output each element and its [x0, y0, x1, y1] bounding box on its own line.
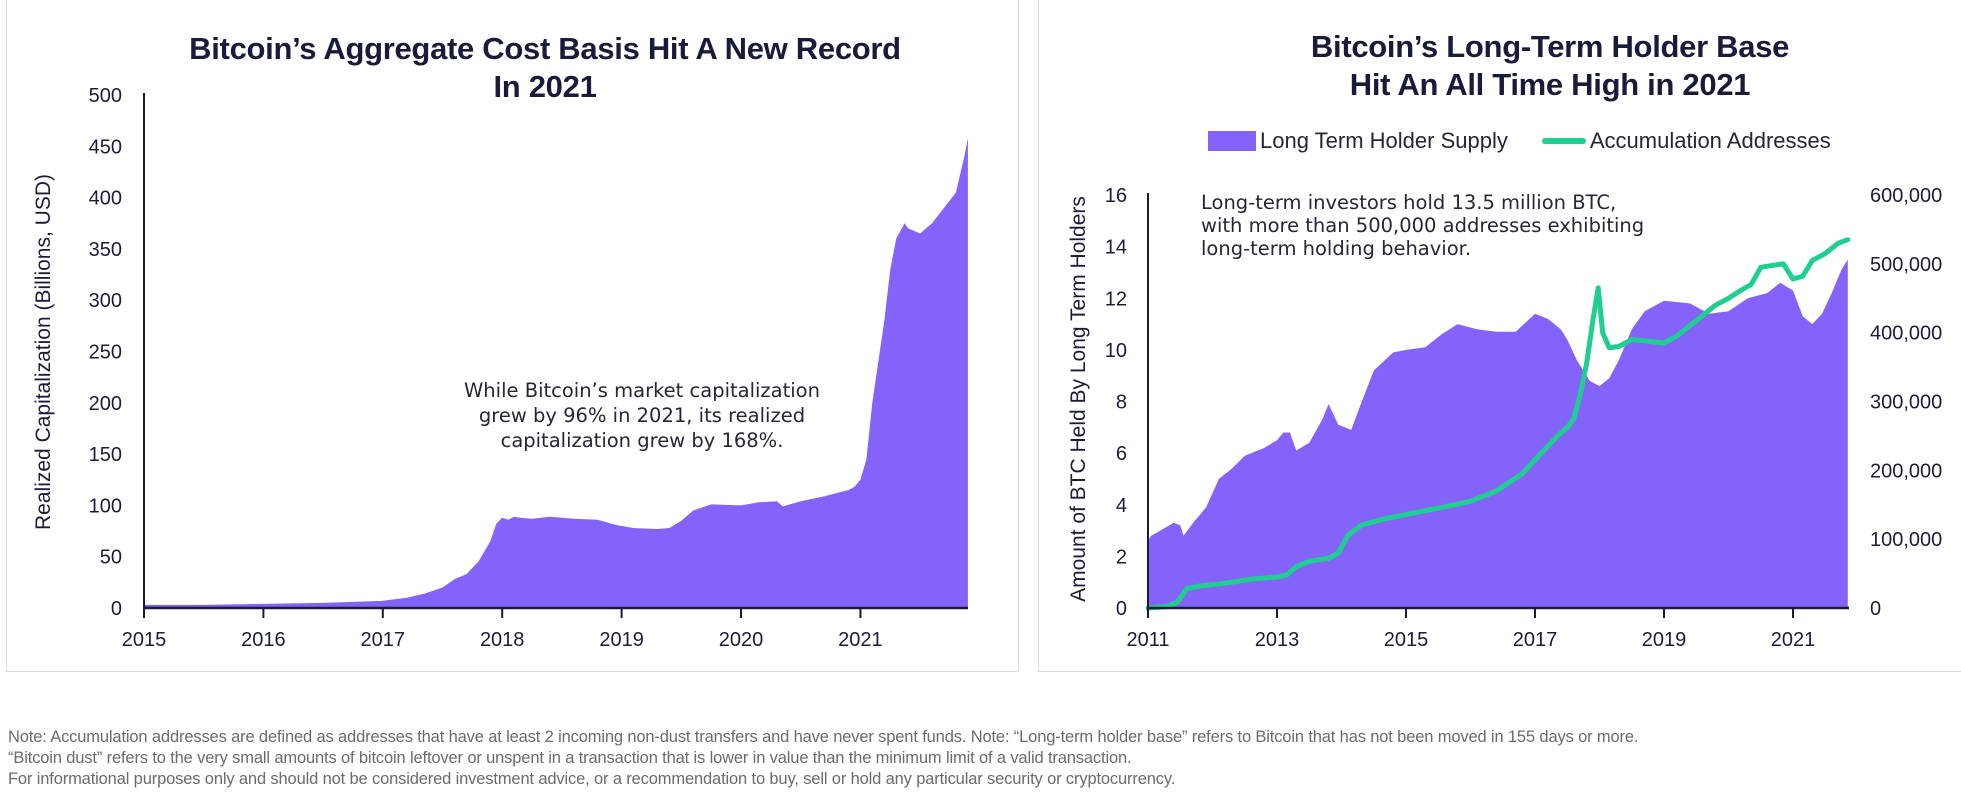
- right-right-y-tick-label: 300,000: [1870, 392, 1942, 414]
- legend-swatch-lth-supply: [1208, 131, 1256, 151]
- right-annotation-line: with more than 500,000 addresses exhibit…: [1201, 214, 1644, 237]
- legend-label-accumulation: Accumulation Addresses: [1589, 128, 1831, 153]
- right-left-y-tick-label: 6: [1116, 443, 1127, 465]
- left-chart-title-line-2: In 2021: [493, 69, 597, 104]
- right-chart-title-line-1: Bitcoin’s Long-Term Holder Base: [1310, 29, 1790, 64]
- left-annotation-line: While Bitcoin’s market capitalization: [464, 379, 820, 402]
- right-annotation-line: long-term holding behavior.: [1201, 237, 1471, 260]
- right-left-y-tick-label: 12: [1105, 288, 1127, 310]
- left-y-tick-label: 250: [89, 342, 122, 364]
- right-chart-title: Bitcoin’s Long-Term Holder Base Hit An A…: [1170, 28, 1930, 104]
- footer-notes: Note: Accumulation addresses are defined…: [8, 727, 1638, 790]
- left-y-tick-label: 450: [89, 136, 122, 158]
- left-chart-annotation: While Bitcoin’s market capitalizationgre…: [464, 379, 820, 452]
- left-x-tick-label: 2015: [122, 629, 167, 651]
- footer-note-2: “Bitcoin dust” refers to the very small …: [8, 749, 1132, 767]
- right-left-y-tick-label: 16: [1105, 185, 1127, 207]
- right-x-tick-label: 2013: [1255, 629, 1300, 651]
- footer-note-3: For informational purposes only and shou…: [8, 770, 1176, 788]
- right-left-y-tick-label: 4: [1116, 495, 1127, 517]
- right-right-y-tick-label: 500,000: [1870, 254, 1942, 276]
- left-y-tick-label: 150: [89, 444, 122, 466]
- legend-swatch-accumulation: [1541, 138, 1586, 144]
- left-x-tick-label: 2019: [599, 629, 644, 651]
- left-x-tick-label: 2018: [480, 629, 525, 651]
- left-x-tick-label: 2017: [361, 629, 406, 651]
- right-chart-legend: Long Term Holder Supply Accumulation Add…: [1208, 128, 1831, 154]
- left-chart-area-realized-cap: [144, 138, 968, 608]
- left-x-tick-label: 2020: [719, 629, 764, 651]
- left-chart-y-ticks: 0 50 100 150 200 250 300 350 400 450 500: [89, 85, 122, 620]
- right-left-y-tick-label: 10: [1105, 340, 1127, 362]
- left-chart-title: Bitcoin’s Aggregate Cost Basis Hit A New…: [150, 30, 940, 106]
- right-chart-x-ticks: 2011 2013 2015 2017 2019 2021: [1126, 608, 1815, 651]
- right-chart-area-lth-supply: [1148, 259, 1848, 608]
- right-right-y-tick-label: 600,000: [1870, 185, 1942, 207]
- left-chart-title-line-1: Bitcoin’s Aggregate Cost Basis Hit A New…: [189, 31, 901, 66]
- right-chart-annotation: Long-term investors hold 13.5 million BT…: [1201, 191, 1644, 260]
- left-y-tick-label: 350: [89, 239, 122, 261]
- right-chart-line-accumulation-addresses: [1145, 237, 1851, 611]
- right-right-y-tick-label: 0: [1870, 598, 1881, 620]
- left-y-tick-label: 300: [89, 290, 122, 312]
- right-x-tick-label: 2017: [1513, 629, 1558, 651]
- left-y-tick-label: 100: [89, 495, 122, 517]
- legend-label-lth-supply: Long Term Holder Supply: [1260, 128, 1508, 153]
- right-chart-title-line-2: Hit An All Time High in 2021: [1349, 67, 1751, 102]
- left-annotation-line: grew by 96% in 2021, its realized: [479, 404, 805, 427]
- right-left-y-tick-label: 2: [1116, 546, 1127, 568]
- right-x-tick-label: 2015: [1384, 629, 1429, 651]
- left-y-tick-label: 200: [89, 393, 122, 415]
- footer-note-1: Note: Accumulation addresses are defined…: [8, 728, 1639, 746]
- right-right-y-tick-label: 100,000: [1870, 529, 1942, 551]
- left-chart-y-axis-label: Realized Capitalization (Billions, USD): [32, 174, 55, 530]
- right-chart-right-y-ticks: 0 100,000 200,000 300,000 400,000 500,000 600,…: [1870, 185, 1942, 620]
- left-x-tick-label: 2021: [838, 629, 883, 651]
- left-x-tick-label: 2016: [241, 629, 286, 651]
- right-left-y-tick-label: 14: [1105, 237, 1127, 259]
- right-right-y-tick-label: 200,000: [1870, 460, 1942, 482]
- left-y-tick-label: 50: [100, 547, 122, 569]
- right-x-tick-label: 2011: [1126, 629, 1169, 651]
- left-y-tick-label: 400: [89, 188, 122, 210]
- right-x-tick-label: 2021: [1771, 629, 1816, 651]
- right-chart-left-y-ticks: 0 2 4 6 8 10 12 14 16: [1105, 185, 1127, 620]
- right-left-y-tick-label: 8: [1116, 392, 1127, 414]
- right-left-y-tick-label: 0: [1116, 598, 1127, 620]
- left-y-tick-label: 0: [111, 598, 122, 620]
- left-annotation-line: capitalization grew by 168%.: [501, 429, 784, 452]
- left-chart-x-ticks: 2015 2016 2017 2018 2019 2020 2021: [122, 608, 883, 651]
- right-chart-y-axis-label: Amount of BTC Held By Long Term Holders: [1067, 196, 1090, 602]
- right-right-y-tick-label: 400,000: [1870, 323, 1942, 345]
- right-annotation-line: Long-term investors hold 13.5 million BT…: [1201, 191, 1616, 214]
- right-x-tick-label: 2019: [1642, 629, 1687, 651]
- right-chart: 0 2 4 6 8 10 12 14 16 0 100,000 200,000 300,000 400,…: [1067, 185, 1942, 651]
- left-y-tick-label: 500: [89, 85, 122, 107]
